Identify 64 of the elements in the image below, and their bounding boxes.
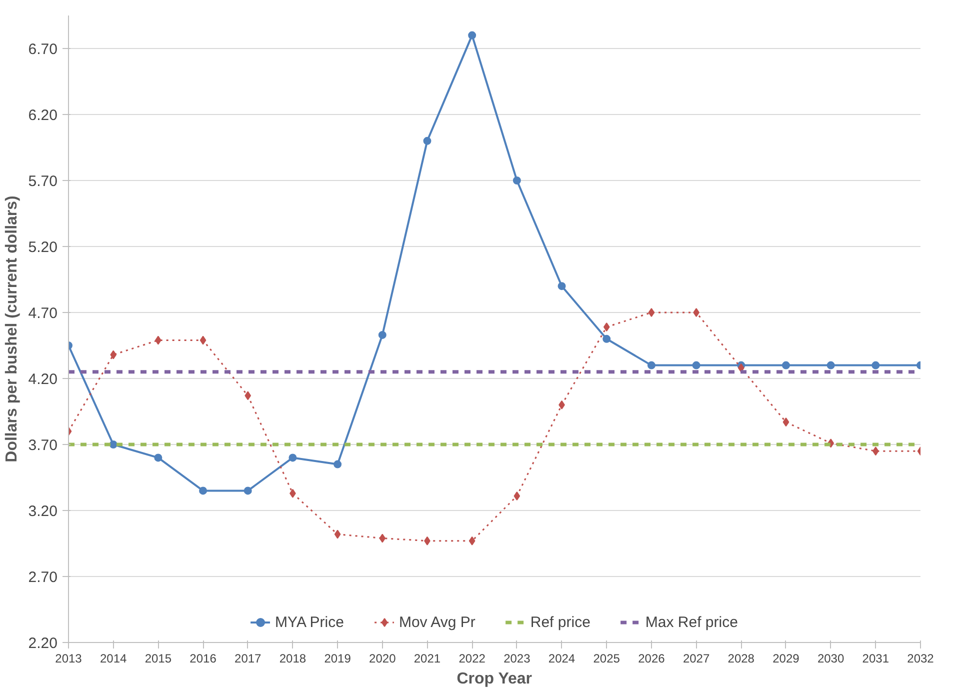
x-tick-label: 2023 bbox=[504, 652, 531, 666]
point bbox=[514, 491, 520, 500]
point bbox=[648, 308, 655, 317]
y-tick-label: 5.20 bbox=[28, 239, 58, 256]
legend-label: Ref price bbox=[530, 614, 590, 630]
legend-label: MYA Price bbox=[275, 614, 344, 630]
x-tick-label: 2029 bbox=[772, 652, 800, 666]
x-tick-label: 2025 bbox=[593, 652, 620, 666]
point bbox=[512, 176, 521, 184]
y-tick-label: 3.70 bbox=[28, 437, 58, 454]
x-tick-label: 2018 bbox=[279, 652, 306, 666]
x-tick-label: 2026 bbox=[638, 652, 666, 666]
point bbox=[244, 486, 252, 495]
legend-label: Mov Avg Pr bbox=[398, 614, 476, 630]
point bbox=[693, 308, 700, 317]
point bbox=[379, 534, 386, 543]
x-tick-label: 2021 bbox=[414, 652, 441, 666]
point bbox=[423, 136, 432, 145]
y-tick-label: 4.70 bbox=[28, 305, 58, 322]
y-tick-label: 6.20 bbox=[28, 107, 58, 124]
point bbox=[468, 31, 476, 40]
x-tick-label: 2027 bbox=[682, 652, 710, 666]
x-tick-label: 2031 bbox=[862, 652, 890, 666]
point bbox=[200, 336, 206, 345]
point bbox=[782, 361, 790, 370]
point bbox=[647, 361, 656, 370]
y-tick-label: 6.70 bbox=[28, 41, 58, 58]
y-axis-title: Dollars per bushel (current dollars) bbox=[3, 196, 20, 462]
x-tick-label: 2019 bbox=[324, 652, 352, 666]
point bbox=[782, 418, 790, 427]
point bbox=[872, 361, 880, 370]
x-tick-label: 2024 bbox=[548, 652, 576, 666]
point bbox=[378, 330, 386, 339]
x-tick-label: 2032 bbox=[907, 652, 934, 666]
x-tick-label: 2016 bbox=[190, 652, 217, 666]
point bbox=[110, 350, 117, 360]
point bbox=[334, 460, 342, 468]
y-tick-label: 3.20 bbox=[28, 503, 58, 520]
point bbox=[558, 282, 566, 290]
point bbox=[602, 334, 611, 343]
point bbox=[334, 530, 341, 539]
point bbox=[692, 361, 700, 370]
point bbox=[603, 322, 610, 332]
y-tick-label: 2.70 bbox=[28, 569, 58, 586]
point bbox=[154, 454, 162, 462]
x-tick-label: 2022 bbox=[458, 652, 486, 666]
point bbox=[199, 486, 208, 495]
x-axis-title: Crop Year bbox=[456, 670, 532, 688]
x-tick-label: 2020 bbox=[369, 652, 396, 666]
x-tick-label: 2017 bbox=[234, 652, 262, 666]
point bbox=[244, 391, 252, 400]
point bbox=[826, 361, 835, 370]
point bbox=[288, 454, 297, 462]
y-tick-label: 4.20 bbox=[28, 371, 58, 388]
x-tick-label: 2015 bbox=[144, 652, 172, 666]
y-tick-label: 5.70 bbox=[28, 173, 58, 190]
x-tick-label: 2014 bbox=[100, 652, 128, 666]
x-tick-label: 2030 bbox=[817, 652, 844, 666]
point bbox=[872, 446, 879, 456]
point bbox=[468, 536, 476, 546]
y-tick-label: 2.20 bbox=[28, 635, 58, 652]
legend-label: Max Ref price bbox=[645, 614, 738, 630]
x-tick-label: 2028 bbox=[728, 652, 755, 666]
x-tick-label: 2013 bbox=[55, 652, 82, 666]
